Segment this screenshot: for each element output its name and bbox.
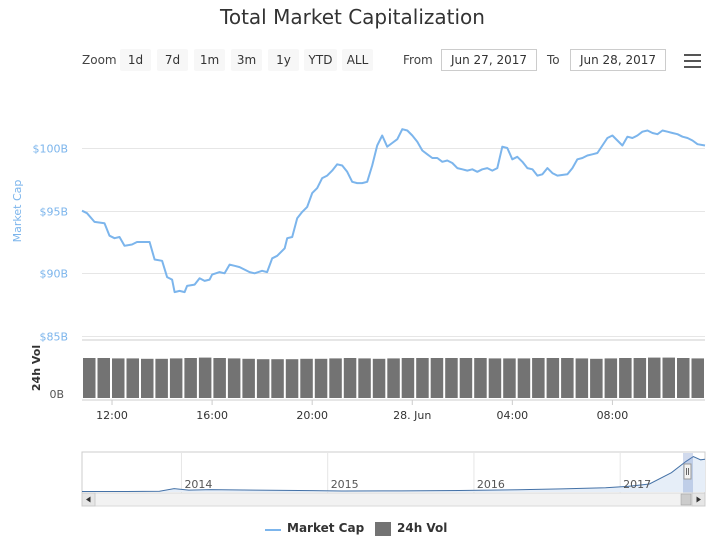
x-tick-label: 16:00 [196,409,228,422]
navigator-year-grid [180,452,621,493]
volume-bar [604,358,618,398]
zoom-button-3m[interactable]: 3m [231,49,262,71]
to-date-input[interactable] [570,49,666,71]
market-cap-line [81,128,706,294]
volume-bar [213,358,226,398]
volume-bar [546,358,560,398]
grid-lines [82,148,705,337]
navigator-handle[interactable] [683,463,692,480]
volume-bar [329,358,342,398]
x-tick-label: 12:00 [96,409,128,422]
zoom-button-ytd[interactable]: YTD [304,49,337,71]
volume-bar [488,358,502,398]
scrollbar[interactable] [81,492,706,507]
volume-bar [575,358,589,398]
volume-bar [83,358,96,398]
x-tick-label: 20:00 [296,409,328,422]
navigator[interactable]: 2014 2015 2016 2017 [81,451,706,494]
navigator-area [82,456,705,492]
volume-bar [285,359,299,398]
volume-bar [300,358,313,398]
y-tick-label: $90B [39,268,68,281]
volume-bar [459,358,473,398]
volume-bar [126,358,139,398]
volume-bar [633,358,647,398]
y-axis-title-24h-vol: 24h Vol [30,345,43,391]
volume-bar [112,358,125,398]
zoom-label: Zoom [82,53,117,67]
from-date-input[interactable] [441,49,537,71]
from-label: From [403,53,433,67]
volume-bar [517,358,531,398]
volume-bar [691,358,704,398]
volume-bar [372,358,386,398]
volume-bar [227,358,241,398]
volume-bar [141,358,154,398]
navigator-year-label: 2015 [331,478,359,491]
legend-square-icon [375,522,391,536]
volume-bar [343,358,357,398]
to-label: To [547,53,560,67]
volume-bar [619,358,632,398]
x-tick-label: 08:00 [597,409,629,422]
volume-bar [662,357,675,398]
zoom-button-7d[interactable]: 7d [157,49,188,71]
volume-bar [503,358,516,398]
chevron-right-icon [696,496,701,503]
zoom-button-1y[interactable]: 1y [268,49,299,71]
legend-item-market-cap[interactable]: Market Cap [287,521,365,535]
scrollbar-thumb[interactable] [680,493,692,506]
volume-bar [358,358,371,398]
volume-bar [648,357,661,398]
volume-bar [387,358,400,398]
volume-bar [198,357,212,398]
volume-bar [677,358,690,398]
volume-bar [184,358,197,398]
zoom-button-1d[interactable]: 1d [120,49,151,71]
navigator-year-label: 2016 [477,478,505,491]
volume-bar [401,358,415,398]
chevron-left-icon [86,496,91,503]
volume-bar [169,358,183,398]
volume-bar [256,359,270,398]
y-axis-title-market-cap: Market Cap [11,180,24,243]
navigator-line [82,456,706,492]
volume-bar [155,358,168,398]
volume-bar [474,358,487,398]
volume-bar [97,358,110,398]
y-tick-label: $95B [39,206,68,219]
navigator-year-labels: 2014 2015 2016 2017 [184,478,651,491]
vol-axis-zero-label: 0B [49,388,64,401]
x-tick-label: 04:00 [496,409,528,422]
volume-bar [590,358,603,398]
volume-bar [314,358,328,398]
x-axis-labels: 12:00 16:00 20:00 28. Jun 04:00 08:00 [96,400,628,422]
volume-bar [445,358,458,398]
y-tick-label: $100B [32,143,68,156]
volume-bar [416,358,429,398]
legend-item-24h-vol[interactable]: 24h Vol [397,521,448,535]
volume-bar [532,358,545,398]
hamburger-menu-icon[interactable] [684,54,701,69]
zoom-button-1m[interactable]: 1m [194,49,225,71]
navigator-year-label: 2017 [623,478,651,491]
volume-bar [242,358,255,398]
navigator-year-label: 2014 [184,478,212,491]
zoom-button-all[interactable]: ALL [342,49,373,71]
y-axis-labels: $85B $90B $95B $100B [32,143,68,344]
volume-bar [561,358,574,398]
volume-bar [430,358,444,398]
scrollbar-track[interactable] [81,492,706,507]
x-tick-label: 28. Jun [393,409,431,422]
volume-bar [271,359,284,398]
y-tick-label: $85B [39,331,68,344]
volume-bars [83,357,704,398]
chart-title: Total Market Capitalization [220,5,485,29]
